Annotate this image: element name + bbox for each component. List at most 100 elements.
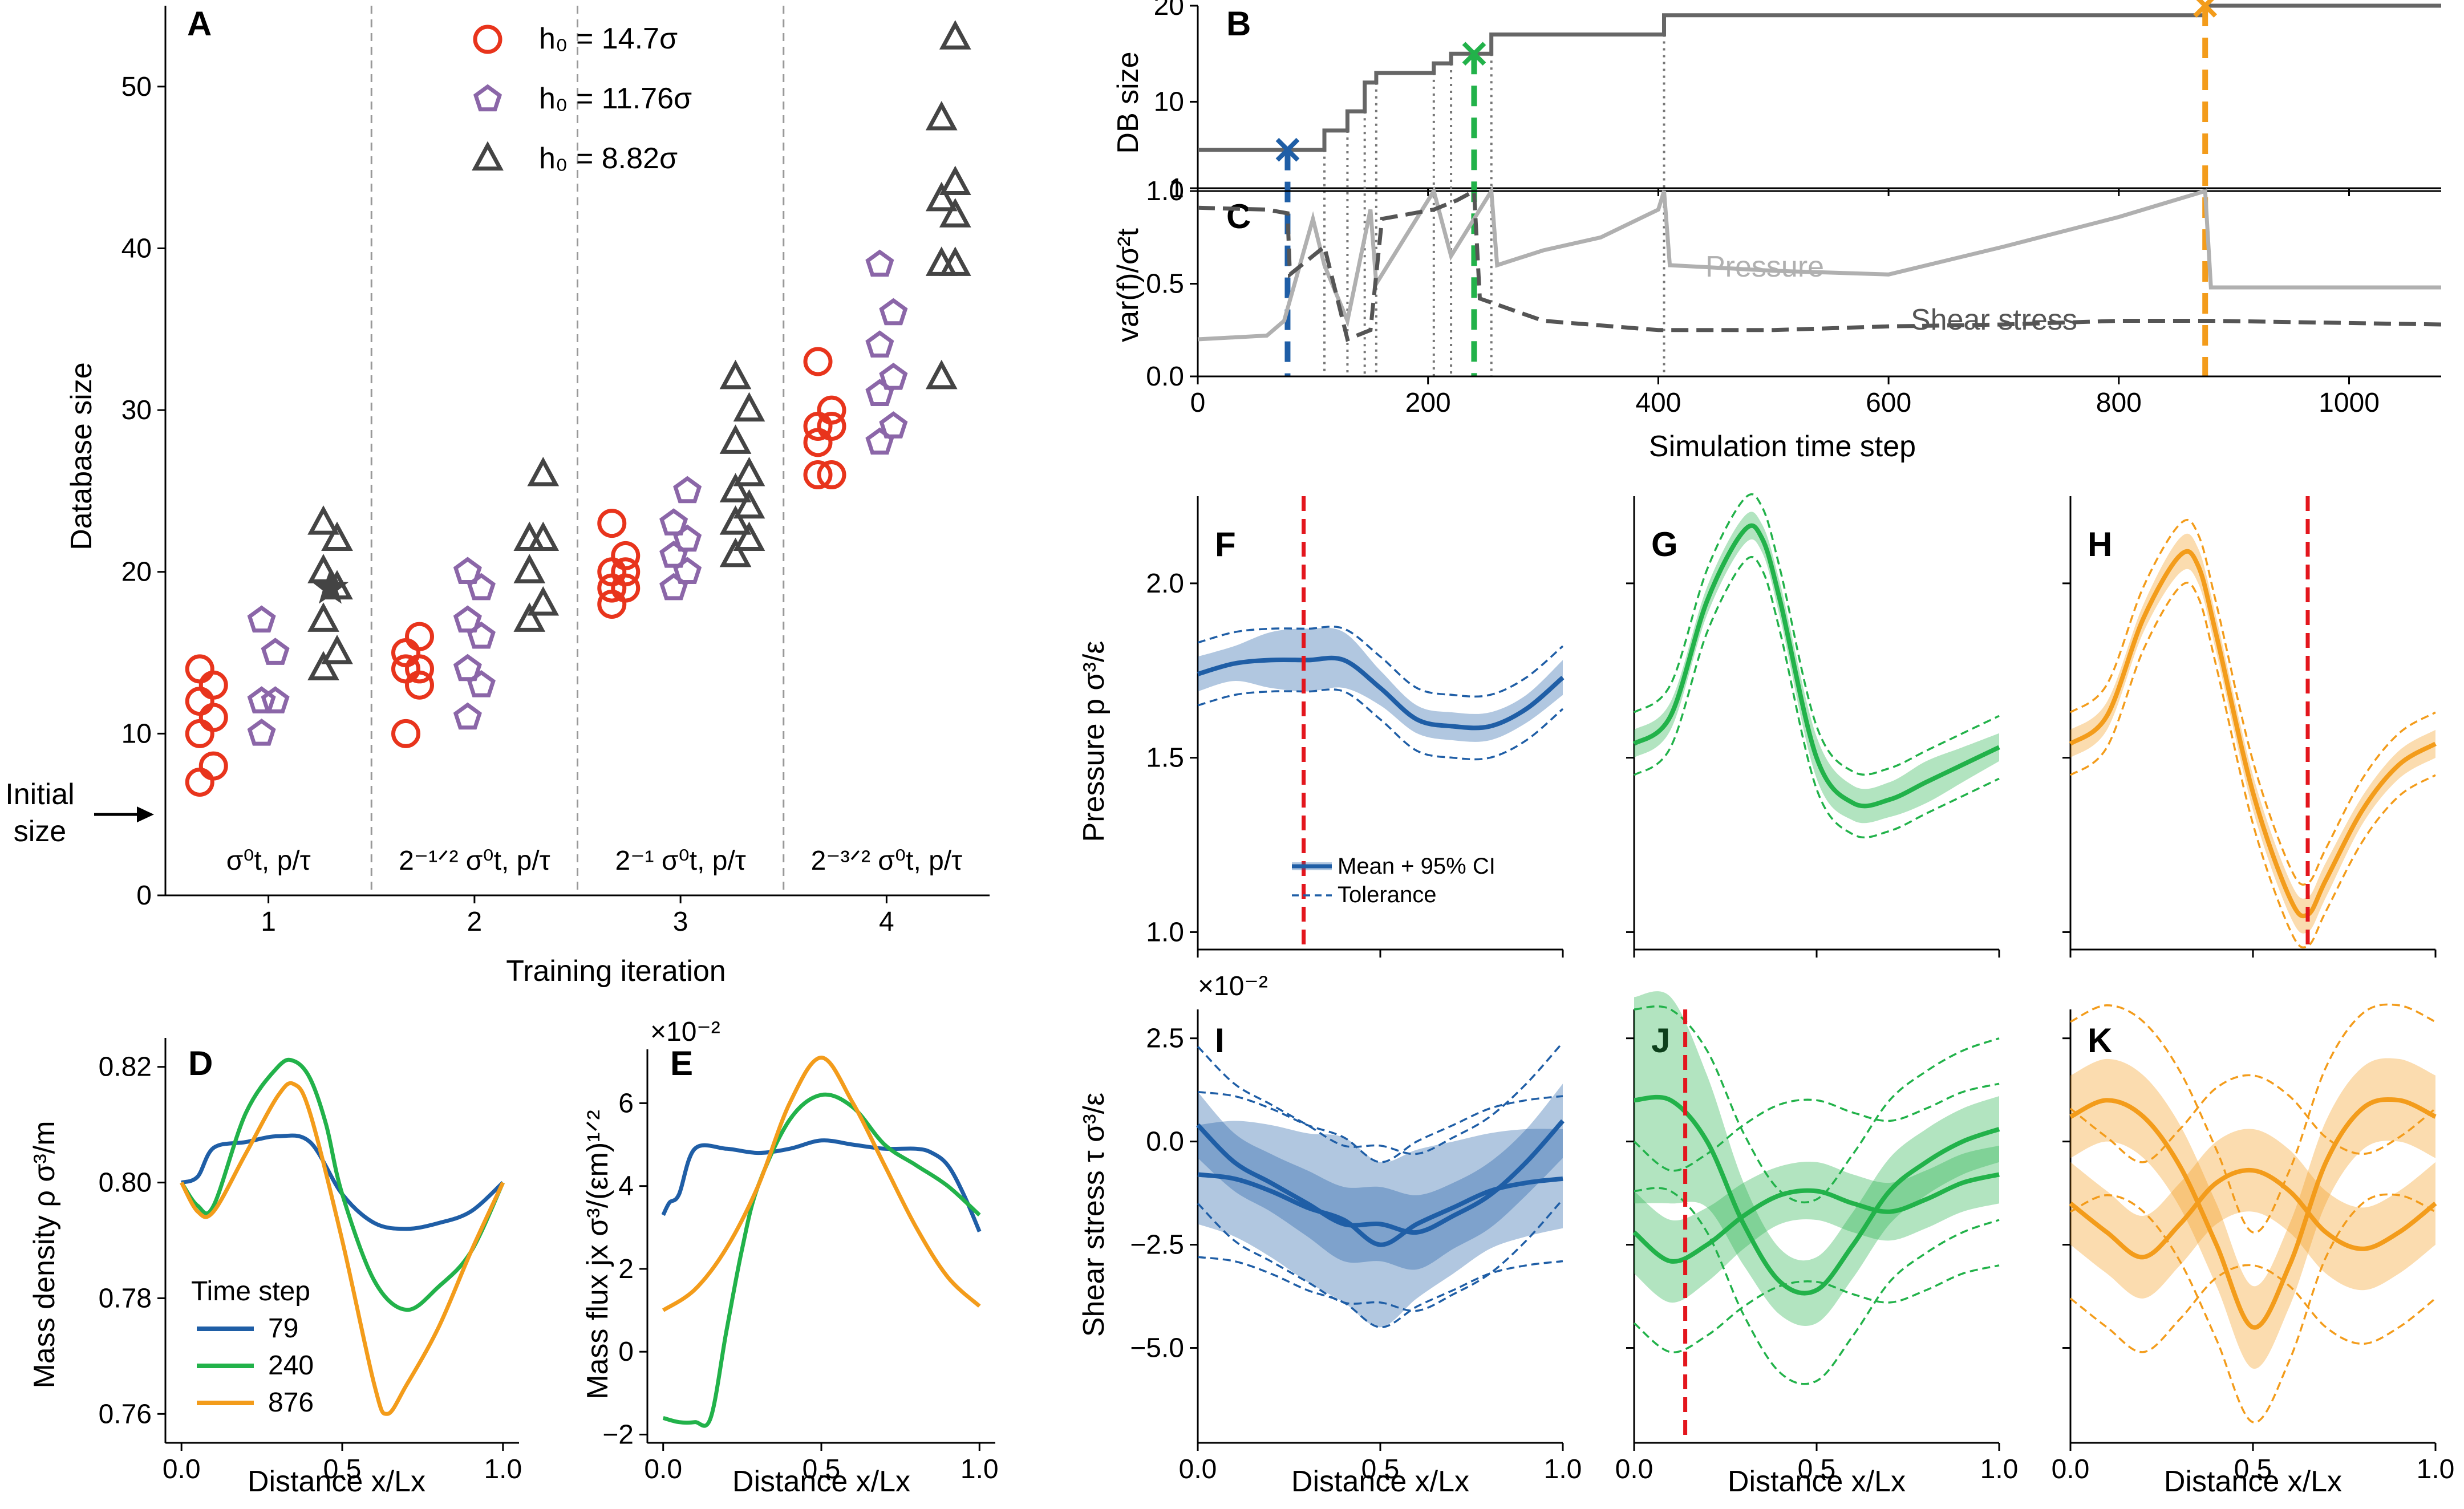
a-point-pentagon-1-5	[467, 573, 496, 601]
a-point-triangle-2-6	[719, 424, 752, 454]
a-point-triangle-1-5	[527, 456, 560, 486]
e-xlabel: Distance x/Lx	[732, 1465, 910, 1498]
a-point-circle-0-3	[198, 703, 228, 732]
panel-g-mean-0	[1632, 523, 2000, 809]
a-point-triangle-3-0	[925, 359, 958, 390]
a-xtick-label-0: 1	[261, 907, 276, 937]
c-xlabel: Simulation time step	[1649, 430, 1916, 463]
panel-i-xlabel: Distance x/Lx	[1291, 1465, 1469, 1498]
c-series-pressure	[1197, 185, 2441, 342]
a-xtick-label-2: 3	[673, 907, 688, 937]
a-point-triangle-0-4	[307, 554, 339, 583]
a-group-label-1: 2⁻¹ᐟ² σ⁰t, p/τ	[399, 846, 550, 876]
c-ylabel: var(f)/σ²t	[1112, 228, 1145, 342]
b-ylabel: DB size	[1112, 51, 1145, 153]
a-point-pentagon-1-0	[453, 702, 482, 730]
panel-i-xtick-label-2: 1.0	[1544, 1454, 1582, 1484]
a-point-circle-1-4	[391, 638, 420, 668]
panel-g-tol-lower-0	[1633, 555, 2000, 839]
d-legend-876: 876	[268, 1388, 314, 1418]
a-xtick-label-3: 4	[879, 907, 894, 937]
e-scale-label: ×10⁻²	[650, 1017, 720, 1047]
a-point-triangle-3-2	[925, 246, 958, 276]
c-xtick-label-5: 1000	[2319, 388, 2380, 418]
a-ytick-label-3: 30	[121, 395, 152, 425]
c-annotation-shear: Shear stress	[1911, 303, 2077, 336]
a-point-circle-0-1	[198, 751, 228, 781]
a-group-label-2: 2⁻¹ σ⁰t, p/τ	[615, 846, 746, 876]
panel-k-ci-band-1	[2070, 1129, 2435, 1299]
e-ytick-label-4: 6	[618, 1088, 634, 1118]
a-legend-marker-0	[473, 25, 502, 54]
ijk-scale-label: ×10⁻²	[1198, 971, 1268, 1001]
a-point-pentagon-3-6	[865, 249, 894, 277]
a-point-triangle-2-7	[733, 392, 765, 422]
e-ylabel: Mass flux jx σ³/(εm)¹ᐟ²	[581, 1110, 614, 1400]
a-point-triangle-2-5	[733, 456, 765, 486]
panel-f-ytick-label-2: 2.0	[1146, 569, 1184, 599]
d-xlabel: Distance x/Lx	[248, 1465, 425, 1498]
a-point-pentagon-2-4	[659, 508, 688, 536]
a-point-triangle-3-6	[925, 100, 958, 131]
d-ytick-label-2: 0.80	[99, 1168, 152, 1198]
d-legend-240: 240	[268, 1350, 314, 1381]
d-legend-79: 79	[268, 1313, 298, 1344]
a-point-triangle-1-0	[513, 602, 546, 632]
panel-j-ci-band-0	[1634, 991, 1999, 1326]
ijk-ylabel: Shear stress τ σ³/ε	[1077, 1093, 1111, 1337]
panel-j-xtick-label-1: 0.5	[1798, 1454, 1836, 1484]
a-point-circle-0-0	[185, 767, 214, 797]
b-marker-x-1	[1462, 42, 1486, 66]
a-initial-arrow-head	[137, 806, 154, 823]
a-point-triangle-0-1	[321, 634, 353, 664]
panel-k-xtick-label-1: 0.5	[2234, 1454, 2272, 1484]
c-ytick-label-0: 0.0	[1146, 362, 1184, 392]
a-legend-label-0: h₀ = 14.7σ	[539, 22, 678, 55]
panel-h-tol-upper-0	[2069, 519, 2436, 886]
panel-i-ytick-label-3: 2.5	[1146, 1024, 1184, 1054]
a-point-pentagon-0-1	[261, 686, 290, 713]
panel-i-label: I	[1215, 1021, 1225, 1060]
a-ytick-label-4: 40	[121, 233, 152, 263]
d-ytick-label-1: 0.78	[99, 1283, 152, 1313]
panel-label-c: C	[1226, 197, 1251, 236]
a-point-triangle-3-4	[925, 181, 958, 212]
panel-k-tol-upper-1	[2069, 1074, 2437, 1163]
a-star-marker	[311, 569, 349, 604]
panel-j-xtick-label-0: 0.0	[1615, 1454, 1654, 1484]
a-point-pentagon-2-2	[659, 541, 688, 568]
a-point-pentagon-0-0	[247, 719, 276, 746]
c-xtick-label-2: 400	[1635, 388, 1681, 418]
d-series-79	[181, 1133, 505, 1231]
e-xtick-label-2: 1.0	[961, 1454, 999, 1484]
panel-g-tol-upper-0	[1633, 493, 2000, 776]
a-point-triangle-1-2	[513, 554, 546, 583]
a-point-pentagon-0-3	[261, 638, 290, 665]
panel-i-mean-1	[1196, 1119, 1565, 1235]
c-xtick-label-3: 600	[1866, 388, 1911, 418]
panel-f-label: F	[1215, 525, 1236, 563]
panel-i-tol-lower-0	[1197, 1256, 1563, 1329]
c-ytick-label-2: 1.0	[1146, 176, 1184, 206]
b-ytick-label-0: 1	[1169, 173, 1184, 204]
a-point-circle-3-0	[803, 460, 833, 490]
a-xlabel: Training iteration	[506, 955, 726, 988]
panel-f-ci-band-0	[1198, 627, 1563, 742]
a-point-triangle-1-1	[527, 586, 560, 616]
a-point-triangle-2-0	[719, 537, 752, 567]
f-legend-mean: Mean + 95% CI	[1338, 854, 1496, 879]
d-ytick-label-0: 0.76	[99, 1399, 152, 1429]
a-point-circle-3-3	[817, 411, 846, 441]
a-point-triangle-3-3	[939, 198, 971, 228]
panel-k-xlabel: Distance x/Lx	[2164, 1465, 2342, 1498]
b-db-size-line	[1198, 3, 2441, 152]
e-ytick-label-3: 4	[618, 1171, 634, 1202]
a-point-triangle-1-4	[513, 521, 546, 551]
panel-j-mean-0	[1634, 1094, 2000, 1296]
a-point-triangle-0-0	[307, 651, 339, 680]
b-ytick-label-2: 20	[1154, 0, 1184, 21]
a-point-triangle-3-7	[939, 20, 971, 50]
panel-j-label: J	[1651, 1021, 1670, 1060]
